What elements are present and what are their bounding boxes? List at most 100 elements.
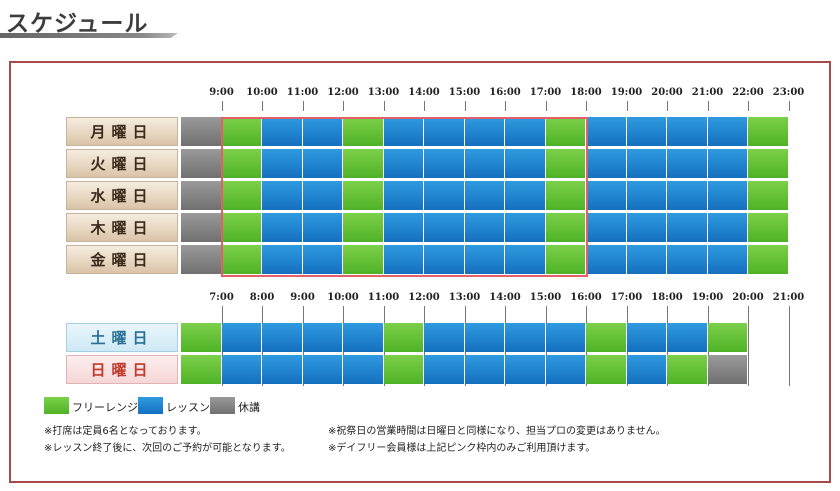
free-range-slot [748,181,789,210]
lesson-slot [302,323,343,352]
free-range-slot [181,323,222,352]
time-label: 18:00 [570,87,602,98]
lesson-slot [302,181,343,210]
time-tick [343,101,344,111]
day-label: 水曜日 [66,181,178,210]
free-range-slot [343,245,384,274]
time-label: 19:00 [691,292,724,303]
day-label: 月曜日 [66,117,178,146]
time-label: 19:00 [610,87,643,98]
free-range-slot [545,181,586,210]
free-range-slot [545,213,586,242]
lesson-slot [586,213,627,242]
time-tick [789,101,790,111]
lesson-slot [424,245,465,274]
lesson-slot [262,323,303,352]
lesson-slot [505,245,546,274]
time-tick [465,101,466,111]
lesson-slot [383,245,424,274]
schedule-row [181,323,748,352]
time-label: 11:00 [286,87,319,98]
day-label: 日曜日 [66,355,178,384]
time-tick [546,101,547,111]
free-range-slot [221,181,262,210]
closed-slot [181,245,222,274]
lesson-slot [343,355,384,384]
lesson-slot [464,213,505,242]
lesson-slot [424,355,465,384]
day-label: 金曜日 [66,245,178,274]
free-range-slot [343,181,384,210]
lesson-slot [545,323,586,352]
free-range-slot [221,245,262,274]
lesson-slot [505,117,546,146]
note-capacity: ※打席は定員6名となっております。 [44,426,207,437]
lesson-slot [383,181,424,210]
time-label: 14:00 [408,87,440,98]
lesson-slot [586,181,627,210]
time-label: 10:00 [246,87,278,98]
legend-swatch-free-range [44,397,70,414]
lesson-slot [464,245,505,274]
lesson-slot [383,213,424,242]
free-range-slot [181,355,222,384]
closed-slot [181,181,222,210]
lesson-slot [221,323,262,352]
page-header: スケジュール [0,0,840,45]
time-label: 15:00 [529,292,562,303]
free-range-slot [221,117,262,146]
lesson-slot [424,323,465,352]
time-label: 20:00 [732,292,764,303]
free-range-slot [748,213,789,242]
time-tick [748,306,749,386]
lesson-slot [626,245,667,274]
free-range-slot [586,323,627,352]
lesson-slot [262,149,303,178]
lesson-slot [667,245,708,274]
time-tick [424,101,425,111]
lesson-slot [424,117,465,146]
time-label: 18:00 [651,292,683,303]
legend-swatch-lesson [138,397,164,414]
schedule-row [181,245,789,274]
lesson-slot [626,355,667,384]
time-label: 8:00 [249,292,275,303]
free-range-slot [383,355,424,384]
time-label: 9:00 [209,87,234,98]
day-label: 土曜日 [66,323,178,352]
time-tick [384,101,385,111]
closed-slot [181,117,222,146]
time-label: 11:00 [367,292,400,303]
free-range-slot [343,149,384,178]
free-range-slot [545,149,586,178]
lesson-slot [464,149,505,178]
lesson-slot [586,117,627,146]
time-tick [667,101,668,111]
time-tick [262,101,263,111]
schedule-row [181,149,789,178]
legend-swatch-closed [210,397,236,414]
schedule-row [181,117,789,146]
time-label: 21:00 [691,87,724,98]
lesson-slot [262,355,303,384]
time-tick [789,306,790,386]
lesson-slot [505,323,546,352]
note-reservation: ※レッスン終了後に、次回のご予約が可能となります。 [44,443,291,454]
free-range-slot [343,213,384,242]
time-label: 23:00 [772,87,805,98]
time-label: 13:00 [448,292,481,303]
lesson-slot [221,355,262,384]
legend-label-free-range: フリーレンジ [72,401,138,414]
note-holiday: ※祝祭日の営業時間は日曜日と同様になり、担当プロの変更はありません。 [328,426,666,437]
schedule-row [181,355,748,384]
time-label: 12:00 [408,292,440,303]
lesson-slot [262,181,303,210]
legend-label-lesson: レッスン [166,401,210,414]
lesson-slot [626,181,667,210]
lesson-slot [707,117,748,146]
free-range-slot [221,213,262,242]
time-tick [505,101,506,111]
time-label: 20:00 [651,87,683,98]
day-label: 木曜日 [66,213,178,242]
closed-slot [707,355,748,384]
